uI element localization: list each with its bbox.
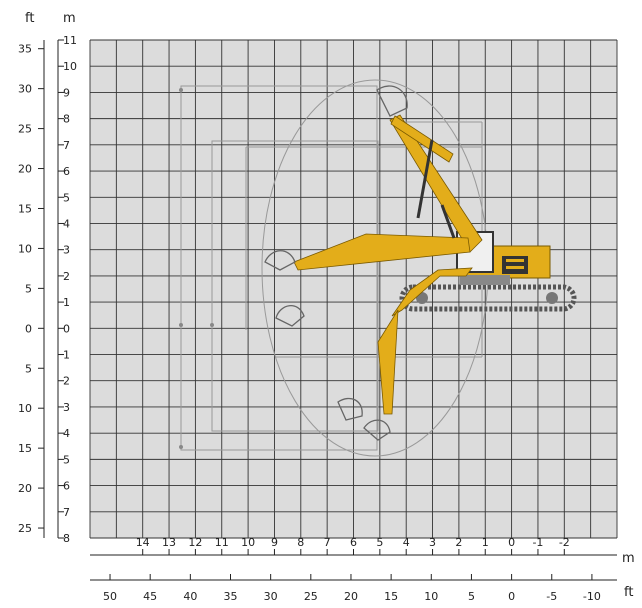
x-ft-tick-label: 0	[508, 590, 515, 603]
x-ft-tick-label: 45	[143, 590, 157, 603]
y-m-tick-label: 7	[63, 506, 70, 519]
y-m-tick-label: 8	[63, 532, 70, 545]
y-m-tick-label: 0	[63, 322, 70, 335]
y-ft-tick-label: 35	[18, 43, 32, 56]
unit-m-bottom: m	[622, 551, 635, 566]
x-ft-tick-label: 15	[384, 590, 398, 603]
y-m-tick-label: 9	[63, 86, 70, 99]
y-ft-tick-label: 15	[18, 442, 32, 455]
y-ft-tick-label: 20	[18, 163, 32, 176]
y-m-tick-label: 5	[63, 453, 70, 466]
y-axis-ft: 35 30 25 20 15 10 5 0 5 10 15 20 25	[18, 40, 45, 538]
y-m-tick-label: 10	[63, 60, 77, 73]
unit-ft-bottom: ft	[624, 585, 633, 600]
y-ft-tick-label: 10	[18, 402, 32, 415]
y-m-tick-label: 6	[63, 165, 70, 178]
x-axis-ft: 50 45 40 35 30 25 20 15 10 5 0 -5 -10	[90, 574, 617, 603]
excavator-icon	[293, 114, 577, 415]
y-m-tick-label: 8	[63, 113, 70, 126]
x-m-tick-label: 4	[403, 536, 410, 549]
x-m-tick-label: 14	[136, 536, 150, 549]
x-m-tick-label: 10	[241, 536, 255, 549]
x-m-tick-label: 9	[271, 536, 278, 549]
x-m-tick-label: 11	[215, 536, 229, 549]
y-ft-tick-label: 20	[18, 482, 32, 495]
unit-m-left: m	[63, 11, 76, 26]
y-m-tick-label: 3	[63, 244, 70, 257]
x-ft-tick-label: 5	[468, 590, 475, 603]
y-m-tick-label: 1	[63, 296, 70, 309]
y-m-tick-label: 4	[63, 217, 70, 230]
y-m-tick-label: 4	[63, 427, 70, 440]
x-ft-tick-label: 50	[103, 590, 117, 603]
x-ft-tick-label: 25	[304, 590, 318, 603]
x-ft-tick-label: 40	[183, 590, 197, 603]
x-m-tick-label: 0	[508, 536, 515, 549]
bucket-icon	[264, 85, 408, 441]
x-m-tick-label: 1	[482, 536, 489, 549]
y-ft-tick-label: 5	[25, 282, 32, 295]
x-m-tick-label: 5	[376, 536, 383, 549]
x-m-tick-label: 13	[162, 536, 176, 549]
x-m-tick-label: 12	[188, 536, 202, 549]
y-m-tick-label: 6	[63, 480, 70, 493]
x-ft-tick-label: -10	[583, 590, 601, 603]
y-m-tick-label: 3	[63, 401, 70, 414]
x-m-tick-label: 7	[324, 536, 331, 549]
y-ft-tick-label: 15	[18, 202, 32, 215]
x-m-tick-label: -2	[559, 536, 570, 549]
y-ft-tick-label: 25	[18, 123, 32, 136]
x-m-tick-label: 2	[455, 536, 462, 549]
x-ft-tick-label: 10	[424, 590, 438, 603]
y-m-tick-label: 1	[63, 349, 70, 362]
track	[399, 284, 577, 312]
y-m-tick-label: 2	[63, 375, 70, 388]
x-ft-tick-label: 35	[223, 590, 237, 603]
unit-ft-left: ft	[25, 11, 34, 26]
y-ft-tick-label: 5	[25, 362, 32, 375]
y-ft-tick-label: 10	[18, 242, 32, 255]
x-m-tick-label: 3	[429, 536, 436, 549]
y-m-tick-label: 2	[63, 270, 70, 283]
y-ft-tick-label: 30	[18, 83, 32, 96]
x-m-tick-label: 6	[350, 536, 357, 549]
x-axis-m: 14 13 12 11 10 9 8 7 6 5 4 3 2 1 0 -1 -2	[90, 536, 617, 556]
x-ft-tick-label: 30	[264, 590, 278, 603]
y-ft-tick-label: 0	[25, 322, 32, 335]
x-m-tick-label: 8	[297, 536, 304, 549]
grid	[89, 39, 618, 539]
y-ft-tick-label: 25	[18, 522, 32, 535]
y-m-tick-label: 5	[63, 191, 70, 204]
y-m-tick-label: 7	[63, 139, 70, 152]
x-ft-tick-label: -5	[546, 590, 557, 603]
y-m-tick-label: 11	[63, 34, 77, 47]
x-ft-tick-label: 20	[344, 590, 358, 603]
x-m-tick-label: -1	[532, 536, 543, 549]
